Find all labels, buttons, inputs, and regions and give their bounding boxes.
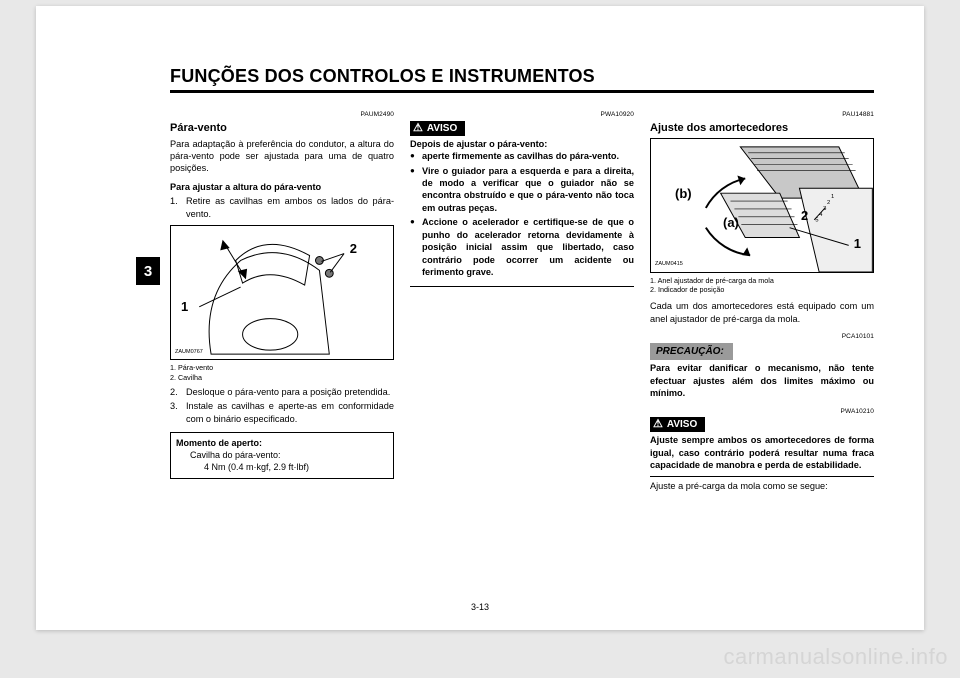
warning-bullet: Accione o acelerador e certifique-se de … bbox=[422, 216, 634, 278]
torque-item: Cavilha do pára-vento: bbox=[176, 449, 388, 461]
warning-text: Ajuste sempre ambos os amortecedores de … bbox=[650, 434, 874, 471]
figure-callout-1: 1 bbox=[181, 298, 188, 316]
columns: PAUM2490 Pára-vento Para adaptação à pre… bbox=[170, 111, 874, 492]
ref-code: PAUM2490 bbox=[170, 111, 394, 120]
step-text: Retire as cavilhas em ambos os lados do … bbox=[186, 196, 394, 218]
ref-code: PAU14881 bbox=[650, 111, 874, 120]
warning-bullet: Vire o guiador para a esquerda e para a … bbox=[422, 165, 634, 215]
warning-label: AVISO bbox=[427, 122, 457, 136]
step-item: 3. Instale as cavilhas e aperte-as em co… bbox=[182, 400, 394, 425]
warning-icon: ⚠ bbox=[413, 123, 423, 134]
intro-paragraph: Para adaptação à preferência do condutor… bbox=[170, 138, 394, 175]
step-item: 2. Desloque o pára-vento para a posição … bbox=[182, 386, 394, 398]
figure-caption: 1. Anel ajustador de pré-carga da mola bbox=[650, 276, 874, 285]
column-3: PAU14881 Ajuste dos amortecedores bbox=[650, 111, 874, 492]
column-1: PAUM2490 Pára-vento Para adaptação à pre… bbox=[170, 111, 394, 492]
torque-value: 4 Nm (0.4 m·kgf, 2.9 ft·lbf) bbox=[176, 461, 388, 473]
page-content: FUNÇÕES DOS CONTROLOS E INSTRUMENTOS PAU… bbox=[170, 66, 874, 492]
chapter-tab: 3 bbox=[136, 257, 160, 285]
shock-illustration: 1 2 3 4 5 bbox=[651, 139, 873, 272]
warning-bullet: aperte firmemente as cavilhas do pára-ve… bbox=[422, 150, 634, 162]
figure-caption: 1. Pára-vento bbox=[170, 363, 394, 372]
torque-head: Momento de aperto: bbox=[176, 437, 388, 449]
warning-label: AVISO bbox=[667, 418, 697, 432]
ref-code: PCA10101 bbox=[650, 333, 874, 342]
figure-code: ZAUM0415 bbox=[655, 261, 683, 268]
column-2: PWA10920 ⚠ AVISO Depois de ajustar o pár… bbox=[410, 111, 634, 492]
svg-text:1: 1 bbox=[831, 194, 834, 200]
subheading: Para ajustar a altura do pára-vento bbox=[170, 181, 394, 193]
column-rule bbox=[650, 476, 874, 477]
warning-bullets: aperte firmemente as cavilhas do pára-ve… bbox=[410, 150, 634, 278]
ref-code: PWA10920 bbox=[410, 111, 634, 120]
figure-callout-2: 2 bbox=[350, 240, 357, 258]
figure-caption: 2. Cavilha bbox=[170, 373, 394, 382]
chapter-title: FUNÇÕES DOS CONTROLOS E INSTRUMENTOS bbox=[170, 66, 874, 93]
figure-windscreen: 1 2 ZAUM0767 bbox=[170, 225, 394, 360]
section-title: Ajuste dos amortecedores bbox=[650, 121, 874, 136]
svg-text:2: 2 bbox=[827, 200, 830, 206]
step-item: 1. Retire as cavilhas em ambos os lados … bbox=[182, 195, 394, 220]
page-number: 3-13 bbox=[471, 602, 489, 612]
step-list: 1. Retire as cavilhas em ambos os lados … bbox=[170, 195, 394, 220]
torque-spec-box: Momento de aperto: Cavilha do pára-vento… bbox=[170, 432, 394, 478]
figure-label-a: (a) bbox=[723, 214, 739, 232]
figure-shock: 1 2 3 4 5 bbox=[650, 138, 874, 273]
figure-callout-2: 2 bbox=[801, 207, 808, 225]
watermark: carmanualsonline.info bbox=[723, 644, 948, 670]
figure-caption: 2. Indicador de posição bbox=[650, 285, 874, 294]
section-title: Pára-vento bbox=[170, 121, 394, 136]
caution-badge: PRECAUÇÃO: bbox=[650, 343, 733, 361]
figure-label-b: (b) bbox=[675, 185, 692, 203]
step-text: Desloque o pára-vento para a posição pre… bbox=[186, 387, 390, 397]
figure-code: ZAUM0767 bbox=[175, 349, 203, 356]
warning-intro: Depois de ajustar o pára-vento: bbox=[410, 138, 634, 150]
figure-callout-1: 1 bbox=[854, 235, 861, 253]
warning-icon: ⚠ bbox=[653, 419, 663, 430]
column-rule bbox=[410, 286, 634, 287]
windscreen-illustration bbox=[171, 226, 393, 359]
page-sheet: 3 FUNÇÕES DOS CONTROLOS E INSTRUMENTOS P… bbox=[36, 6, 924, 630]
warning-badge: ⚠ AVISO bbox=[650, 417, 705, 432]
step-list: 2. Desloque o pára-vento para a posição … bbox=[170, 386, 394, 425]
paragraph: Cada um dos amortecedores está equipado … bbox=[650, 300, 874, 325]
step-text: Instale as cavilhas e aperte-as em confo… bbox=[186, 401, 394, 423]
warning-badge: ⚠ AVISO bbox=[410, 121, 465, 136]
caution-text: Para evitar danificar o mecanismo, não t… bbox=[650, 362, 874, 399]
paragraph: Ajuste a pré-carga da mola como se segue… bbox=[650, 480, 874, 492]
ref-code: PWA10210 bbox=[650, 408, 874, 417]
